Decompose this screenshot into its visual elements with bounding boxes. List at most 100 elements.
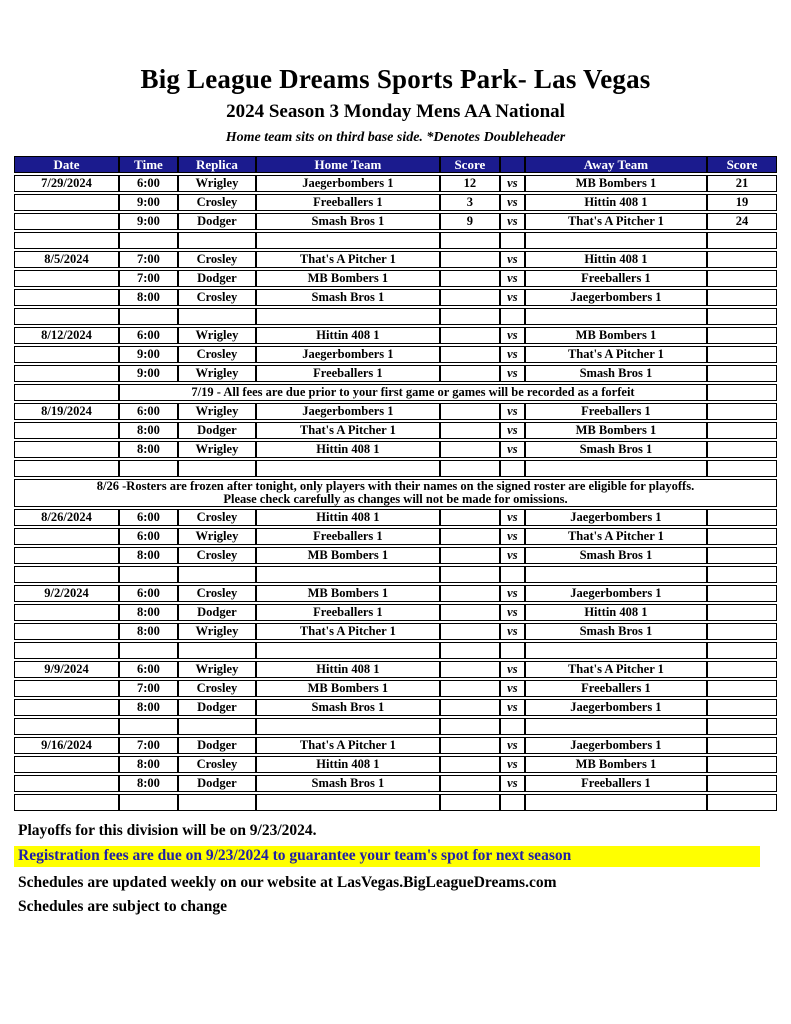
home-team-cell: MB Bombers 1 [255,270,440,287]
game-row: 8:00 Dodger Freeballers 1 vs Hittin 408 1 [14,604,777,622]
home-team-cell: Hittin 408 1 [255,661,440,679]
separator-cell [524,642,707,660]
replica-cell: Dodger [177,270,256,287]
game-row: 8:00 Crosley Hittin 408 1 vs MB Bombers 1 [14,756,777,774]
separator-cell [14,232,119,249]
away-score-cell [706,661,777,679]
replica-cell: Crosley [177,756,256,774]
away-team-cell: Smash Bros 1 [524,365,707,382]
away-score-cell [706,327,777,344]
roster-banner: 8/26 -Rosters are frozen after tonight, … [14,479,777,508]
masthead: Big League Dreams Sports Park- Las Vegas… [0,0,791,146]
away-team-cell: Smash Bros 1 [524,623,707,641]
separator-cell [439,232,500,249]
vs-cell: vs [499,213,525,230]
separator-cell [14,460,119,477]
separator-cell [524,460,707,477]
separator-cell [177,794,256,812]
schedule-table: Date Time Replica Home Team Score Away Team Sc… [14,154,777,813]
separator-cell [706,642,777,660]
replica-cell: Wrigley [177,441,256,458]
replica-cell: Wrigley [177,327,256,344]
replica-cell: Wrigley [177,661,256,679]
separator-cell [524,566,707,584]
column-header-home-team-3: Home Team [255,156,440,173]
home-score-cell [439,422,500,439]
home-score-cell [439,604,500,622]
vs-cell: vs [499,194,525,211]
away-team-cell: Smash Bros 1 [524,547,707,565]
separator-cell [177,308,256,325]
away-score-cell [706,251,777,268]
home-team-cell: MB Bombers 1 [255,585,440,603]
vs-cell: vs [499,661,525,679]
playoffs-note: Playoffs for this division will be on 9/… [18,822,317,840]
away-score-cell [706,756,777,774]
separator-cell [439,460,500,477]
replica-cell: Dodger [177,604,256,622]
vs-cell: vs [499,509,525,527]
separator-cell [177,232,256,249]
away-score-cell [706,441,777,458]
time-cell: 8:00 [118,699,178,717]
page-title: Big League Dreams Sports Park- Las Vegas [140,64,651,94]
home-team-cell: That's A Pitcher 1 [255,737,440,755]
vs-cell: vs [499,737,525,755]
vs-cell: vs [499,346,525,363]
home-score-cell [439,403,500,420]
vs-cell: vs [499,365,525,382]
replica-cell: Wrigley [177,365,256,382]
date-cell: 8/12/2024 [14,327,119,344]
replica-cell: Dodger [177,213,256,230]
game-row: 8:00 Dodger That's A Pitcher 1 vs MB Bombers… [14,422,777,439]
time-cell: 9:00 [118,365,178,382]
date-cell [14,775,119,793]
away-score-cell [706,623,777,641]
game-row: 7:00 Crosley MB Bombers 1 vs Freeballers 1 [14,680,777,698]
game-row: 9:00 Wrigley Freeballers 1 vs Smash Bros 1 [14,365,777,382]
date-cell [14,422,119,439]
vs-cell: vs [499,528,525,546]
game-row: 8:00 Wrigley Hittin 408 1 vs Smash Bros 1 [14,441,777,458]
away-team-cell: That's A Pitcher 1 [524,528,707,546]
home-score-cell [439,737,500,755]
home-team-cell: Smash Bros 1 [255,775,440,793]
separator-cell [499,794,525,812]
game-row: 8/26/2024 6:00 Crosley Hittin 408 1 vs Jaeger… [14,509,777,527]
date-cell [14,346,119,363]
date-cell [14,756,119,774]
home-team-cell: That's A Pitcher 1 [255,251,440,268]
game-row: 8:00 Dodger Smash Bros 1 vs Freeballers 1 [14,775,777,793]
replica-cell: Wrigley [177,623,256,641]
separator-cell [14,718,119,736]
replica-cell: Crosley [177,289,256,306]
home-score-cell [439,775,500,793]
time-cell: 6:00 [118,509,178,527]
game-row: 8:00 Crosley MB Bombers 1 vs Smash Bros 1 [14,547,777,565]
away-score-cell [706,289,777,306]
game-row: 9:00 Crosley Jaegerbombers 1 vs That's A Pit… [14,346,777,363]
time-cell: 6:00 [118,403,178,420]
away-score-cell [706,528,777,546]
separator-cell [177,566,256,584]
table-body: 7/29/2024 6:00 Wrigley Jaegerbombers 1 12 vs M… [14,175,777,812]
away-team-cell: Jaegerbombers 1 [524,699,707,717]
time-cell: 8:00 [118,289,178,306]
home-team-cell: Hittin 408 1 [255,441,440,458]
game-row: 8:00 Wrigley That's A Pitcher 1 vs Smash Bro… [14,623,777,641]
home-team-cell: Jaegerbombers 1 [255,346,440,363]
vs-cell: vs [499,680,525,698]
away-team-cell: MB Bombers 1 [524,175,707,192]
time-cell: 6:00 [118,327,178,344]
date-cell: 8/5/2024 [14,251,119,268]
home-team-cell: Hittin 408 1 [255,327,440,344]
website-note: Schedules are updated weekly on our webs… [18,874,557,892]
away-team-cell: Jaegerbombers 1 [524,737,707,755]
separator-cell [499,642,525,660]
home-score-cell [439,346,500,363]
vs-cell: vs [499,441,525,458]
game-row: 8:00 Crosley Smash Bros 1 vs Jaegerbombers 1 [14,289,777,306]
date-cell [14,623,119,641]
